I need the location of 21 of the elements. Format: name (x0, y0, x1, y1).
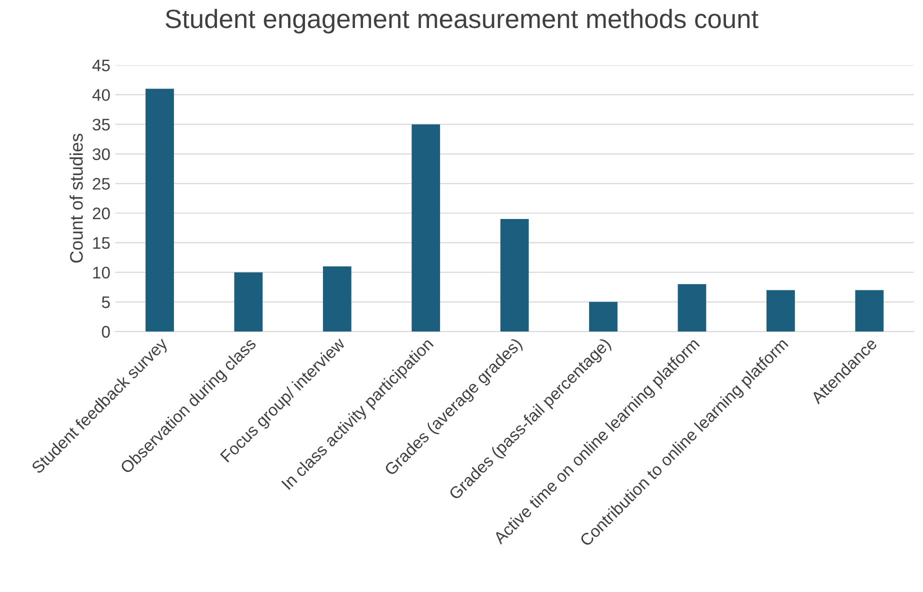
y-tick-label: 5 (102, 296, 110, 308)
bar (234, 272, 263, 332)
y-axis-title: Count of studies (70, 134, 83, 263)
bar (146, 88, 174, 332)
y-tick-label: 30 (92, 148, 110, 160)
bar (412, 124, 440, 332)
y-tick-label: 45 (92, 60, 110, 72)
bar (855, 290, 884, 332)
chart-title: Student engagement measurement methods count (166, 8, 758, 34)
y-tick-label: 10 (93, 266, 110, 279)
y-tick-label: 20 (92, 208, 110, 220)
bar (322, 266, 352, 332)
bar (500, 219, 529, 332)
bar (766, 290, 795, 332)
y-tick-label: 15 (93, 237, 110, 249)
bar (678, 284, 706, 332)
y-tick-label: 40 (92, 89, 110, 101)
y-tick-label: 0 (102, 326, 110, 338)
bar (589, 302, 618, 332)
y-tick-label: 25 (92, 178, 110, 190)
y-tick-label: 35 (92, 118, 110, 131)
